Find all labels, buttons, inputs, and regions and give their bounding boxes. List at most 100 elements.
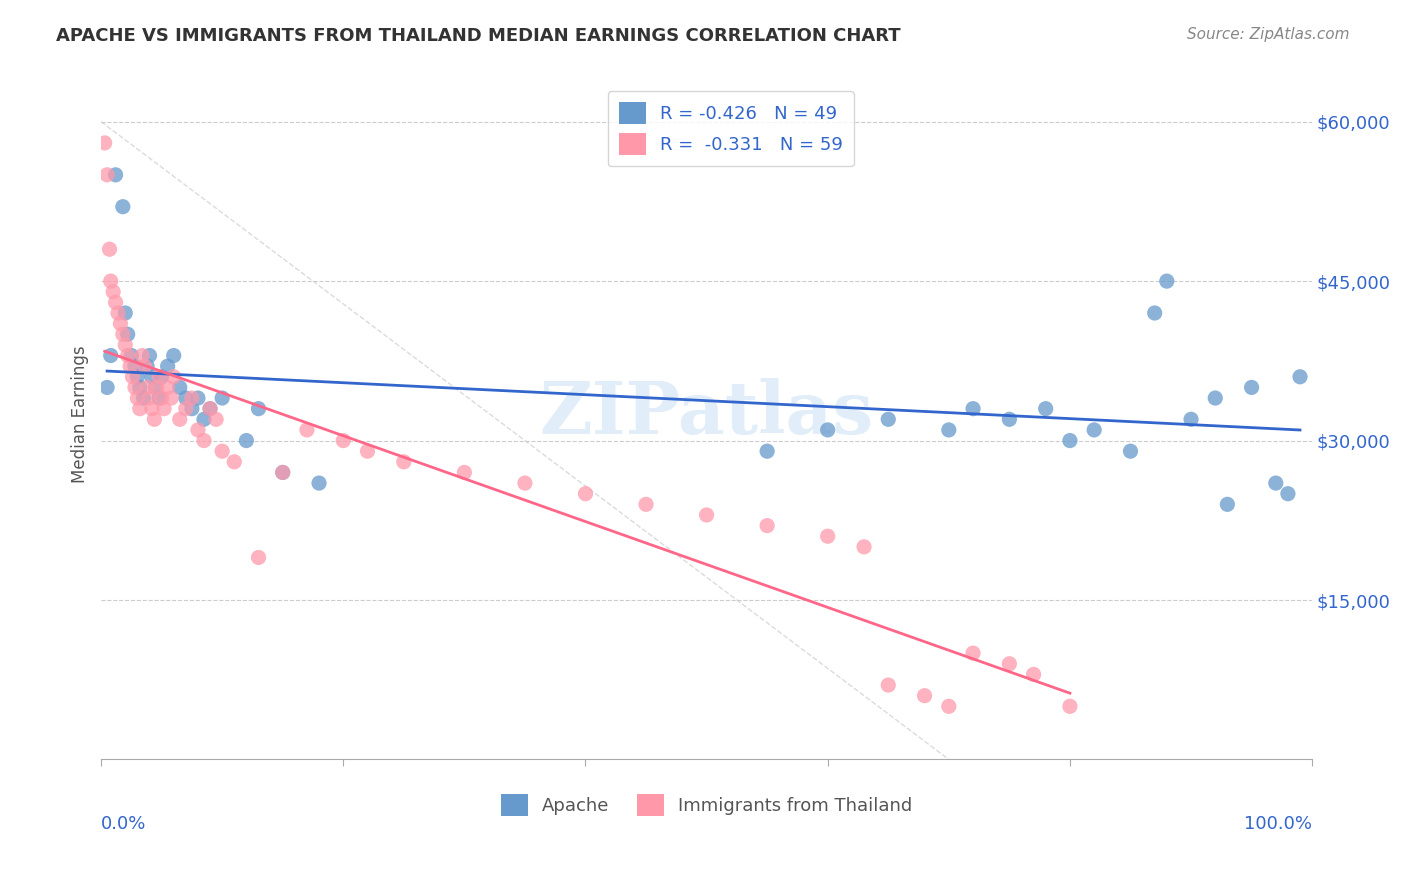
- Point: [332, 434, 354, 448]
- Text: 0.0%: 0.0%: [101, 814, 146, 833]
- Point: [110, 317, 132, 331]
- Point: [247, 401, 270, 416]
- Text: ZIPatlas: ZIPatlas: [540, 378, 873, 450]
- Point: [513, 476, 536, 491]
- Point: [163, 369, 186, 384]
- Point: [295, 423, 318, 437]
- Point: [121, 369, 143, 384]
- Point: [148, 391, 170, 405]
- Point: [114, 338, 136, 352]
- Point: [145, 380, 167, 394]
- Text: Source: ZipAtlas.com: Source: ZipAtlas.com: [1187, 27, 1350, 42]
- Point: [938, 699, 960, 714]
- Point: [392, 455, 415, 469]
- Point: [174, 401, 197, 416]
- Point: [756, 444, 779, 458]
- Point: [150, 391, 173, 405]
- Point: [134, 359, 156, 373]
- Point: [138, 391, 160, 405]
- Point: [962, 646, 984, 660]
- Point: [156, 380, 179, 394]
- Point: [1083, 423, 1105, 437]
- Point: [1035, 401, 1057, 416]
- Point: [117, 327, 139, 342]
- Point: [163, 349, 186, 363]
- Point: [1240, 380, 1263, 394]
- Point: [271, 466, 294, 480]
- Point: [136, 380, 159, 394]
- Point: [1143, 306, 1166, 320]
- Point: [117, 349, 139, 363]
- Point: [308, 476, 330, 491]
- Point: [962, 401, 984, 416]
- Point: [101, 285, 124, 299]
- Point: [205, 412, 228, 426]
- Point: [153, 401, 176, 416]
- Point: [96, 168, 118, 182]
- Text: 100.0%: 100.0%: [1244, 814, 1312, 833]
- Point: [696, 508, 718, 522]
- Point: [107, 306, 129, 320]
- Point: [211, 444, 233, 458]
- Point: [180, 401, 202, 416]
- Point: [141, 401, 163, 416]
- Point: [998, 412, 1021, 426]
- Point: [136, 359, 159, 373]
- Point: [198, 401, 221, 416]
- Point: [453, 466, 475, 480]
- Point: [235, 434, 257, 448]
- Point: [1059, 699, 1081, 714]
- Point: [145, 380, 167, 394]
- Point: [100, 349, 122, 363]
- Point: [1289, 369, 1312, 384]
- Point: [169, 412, 191, 426]
- Point: [128, 380, 150, 394]
- Point: [141, 369, 163, 384]
- Point: [124, 359, 146, 373]
- Point: [1264, 476, 1286, 491]
- Point: [160, 391, 183, 405]
- Point: [193, 434, 215, 448]
- Point: [127, 391, 149, 405]
- Point: [111, 200, 134, 214]
- Point: [1156, 274, 1178, 288]
- Point: [148, 369, 170, 384]
- Point: [150, 369, 173, 384]
- Point: [132, 391, 155, 405]
- Point: [1119, 444, 1142, 458]
- Point: [1216, 497, 1239, 511]
- Point: [224, 455, 246, 469]
- Point: [1022, 667, 1045, 681]
- Point: [211, 391, 233, 405]
- Point: [120, 359, 142, 373]
- Point: [271, 466, 294, 480]
- Point: [143, 412, 166, 426]
- Point: [180, 391, 202, 405]
- Point: [877, 678, 900, 692]
- Point: [193, 412, 215, 426]
- Point: [247, 550, 270, 565]
- Point: [174, 391, 197, 405]
- Point: [756, 518, 779, 533]
- Point: [128, 401, 150, 416]
- Point: [817, 529, 839, 543]
- Point: [877, 412, 900, 426]
- Point: [998, 657, 1021, 671]
- Point: [124, 380, 146, 394]
- Point: [1204, 391, 1226, 405]
- Point: [131, 349, 153, 363]
- Point: [120, 349, 142, 363]
- Point: [93, 136, 115, 150]
- Point: [817, 423, 839, 437]
- Point: [187, 423, 209, 437]
- Point: [1180, 412, 1202, 426]
- Point: [114, 306, 136, 320]
- Point: [156, 359, 179, 373]
- Point: [938, 423, 960, 437]
- Point: [1277, 486, 1299, 500]
- Point: [634, 497, 657, 511]
- Point: [96, 380, 118, 394]
- Point: [198, 401, 221, 416]
- Point: [169, 380, 191, 394]
- Point: [356, 444, 378, 458]
